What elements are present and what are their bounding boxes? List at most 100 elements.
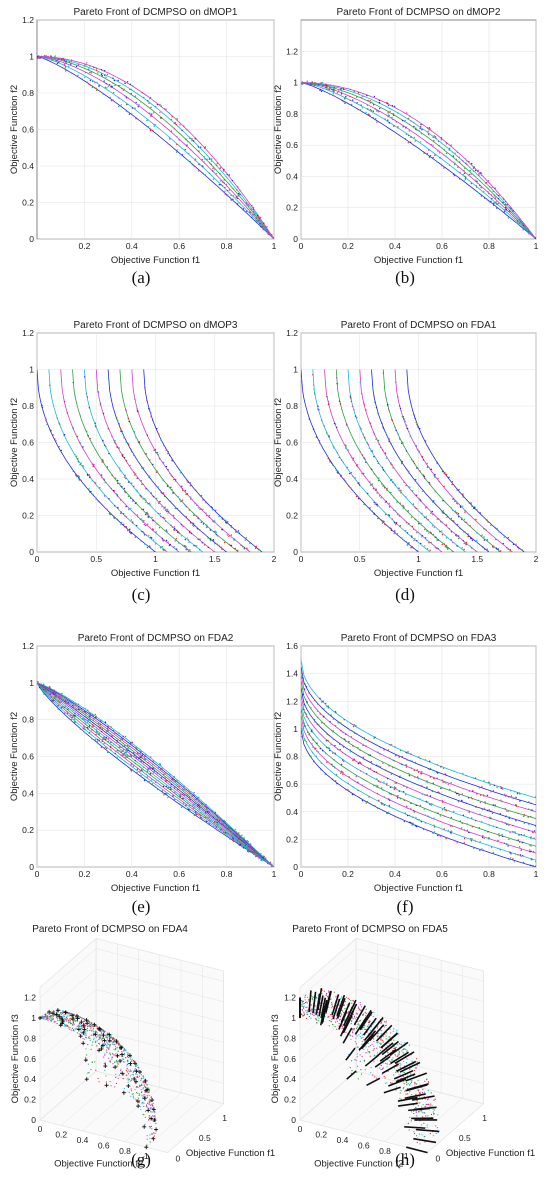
data-point <box>420 772 422 775</box>
series-line <box>301 82 536 239</box>
data-point <box>109 1060 111 1062</box>
data-point <box>152 1104 154 1106</box>
data-point <box>321 701 323 703</box>
data-point <box>95 1036 98 1038</box>
data-point <box>329 721 331 723</box>
data-point <box>181 804 183 807</box>
data-point <box>149 774 152 776</box>
data-point <box>118 732 120 734</box>
data-point <box>353 724 355 726</box>
data-point <box>123 436 125 439</box>
data-point <box>357 498 360 500</box>
data-point <box>123 1050 125 1052</box>
data-point <box>428 466 430 468</box>
data-point <box>330 1007 332 1009</box>
data-point <box>515 805 518 807</box>
data-point <box>51 699 53 701</box>
x-tick-label: 1 <box>534 869 539 879</box>
data-point <box>88 83 90 85</box>
data-point <box>98 1034 100 1036</box>
data-point <box>126 1063 128 1066</box>
data-point <box>301 727 303 729</box>
data-point <box>355 775 357 778</box>
data-point <box>403 481 405 483</box>
data-point <box>215 509 217 511</box>
data-point <box>422 459 424 461</box>
data-point <box>114 441 116 443</box>
grid-line <box>39 1050 97 1100</box>
data-point <box>459 820 462 822</box>
data-point <box>417 1061 419 1063</box>
data-point <box>84 1034 86 1036</box>
data-point <box>451 509 454 512</box>
data-point <box>62 1012 64 1014</box>
x-tick-label: 1 <box>534 241 539 251</box>
data-point <box>112 729 115 732</box>
data-point <box>194 544 196 547</box>
data-point <box>198 813 200 816</box>
data-point <box>515 820 517 822</box>
data-point <box>412 816 414 818</box>
data-point <box>312 752 314 754</box>
z-axis-label: Objective Function f3 <box>10 1014 21 1103</box>
data-point <box>129 464 131 467</box>
data-point <box>194 805 196 808</box>
data-point <box>139 1075 141 1077</box>
data-point <box>355 464 358 467</box>
data-point <box>64 712 66 714</box>
data-point <box>64 66 67 68</box>
data-point <box>508 824 510 826</box>
data-point <box>122 1078 124 1080</box>
data-point <box>187 159 190 162</box>
data-marker <box>60 1019 65 1024</box>
data-point <box>330 763 332 766</box>
data-point <box>150 1107 152 1109</box>
data-point <box>149 1137 151 1139</box>
data-point <box>86 1054 88 1056</box>
y-tick-label: 0.2 <box>286 203 298 213</box>
data-point <box>332 93 334 95</box>
data-point <box>107 725 109 728</box>
data-point <box>243 547 246 549</box>
data-point <box>351 405 354 408</box>
data-point <box>421 1112 423 1114</box>
data-point <box>308 998 310 1001</box>
data-point <box>193 525 195 527</box>
data-point <box>426 1124 428 1126</box>
data-marker <box>107 1032 112 1037</box>
data-point <box>445 782 447 784</box>
data-point <box>244 539 246 541</box>
data-point <box>43 1018 45 1020</box>
data-point <box>318 724 320 726</box>
data-point <box>94 426 97 428</box>
y-tick-label: 0.2 <box>22 198 34 208</box>
data-point <box>328 1020 331 1022</box>
data-point <box>414 507 416 509</box>
data-point <box>340 93 343 95</box>
data-point <box>81 1028 83 1030</box>
x-tick-label: 0 <box>38 1124 43 1134</box>
grid-line <box>124 1092 182 1142</box>
data-point <box>373 737 375 739</box>
data-point <box>379 746 382 749</box>
data-point <box>145 488 147 490</box>
data-point <box>89 714 92 717</box>
data-point <box>59 1018 61 1020</box>
data-point <box>175 538 178 540</box>
data-point <box>425 507 427 509</box>
data-point <box>78 476 80 478</box>
data-point <box>495 547 497 549</box>
data-point <box>397 126 399 128</box>
data-point <box>334 711 337 713</box>
data-point <box>362 93 364 95</box>
data-point <box>46 1018 48 1021</box>
data-point <box>199 529 201 531</box>
data-point <box>333 95 336 97</box>
data-point <box>462 814 465 816</box>
data-point <box>93 1032 95 1034</box>
data-point <box>232 195 235 197</box>
data-point <box>453 810 455 813</box>
data-point <box>408 472 410 475</box>
data-point <box>383 749 385 751</box>
data-point <box>209 529 212 531</box>
